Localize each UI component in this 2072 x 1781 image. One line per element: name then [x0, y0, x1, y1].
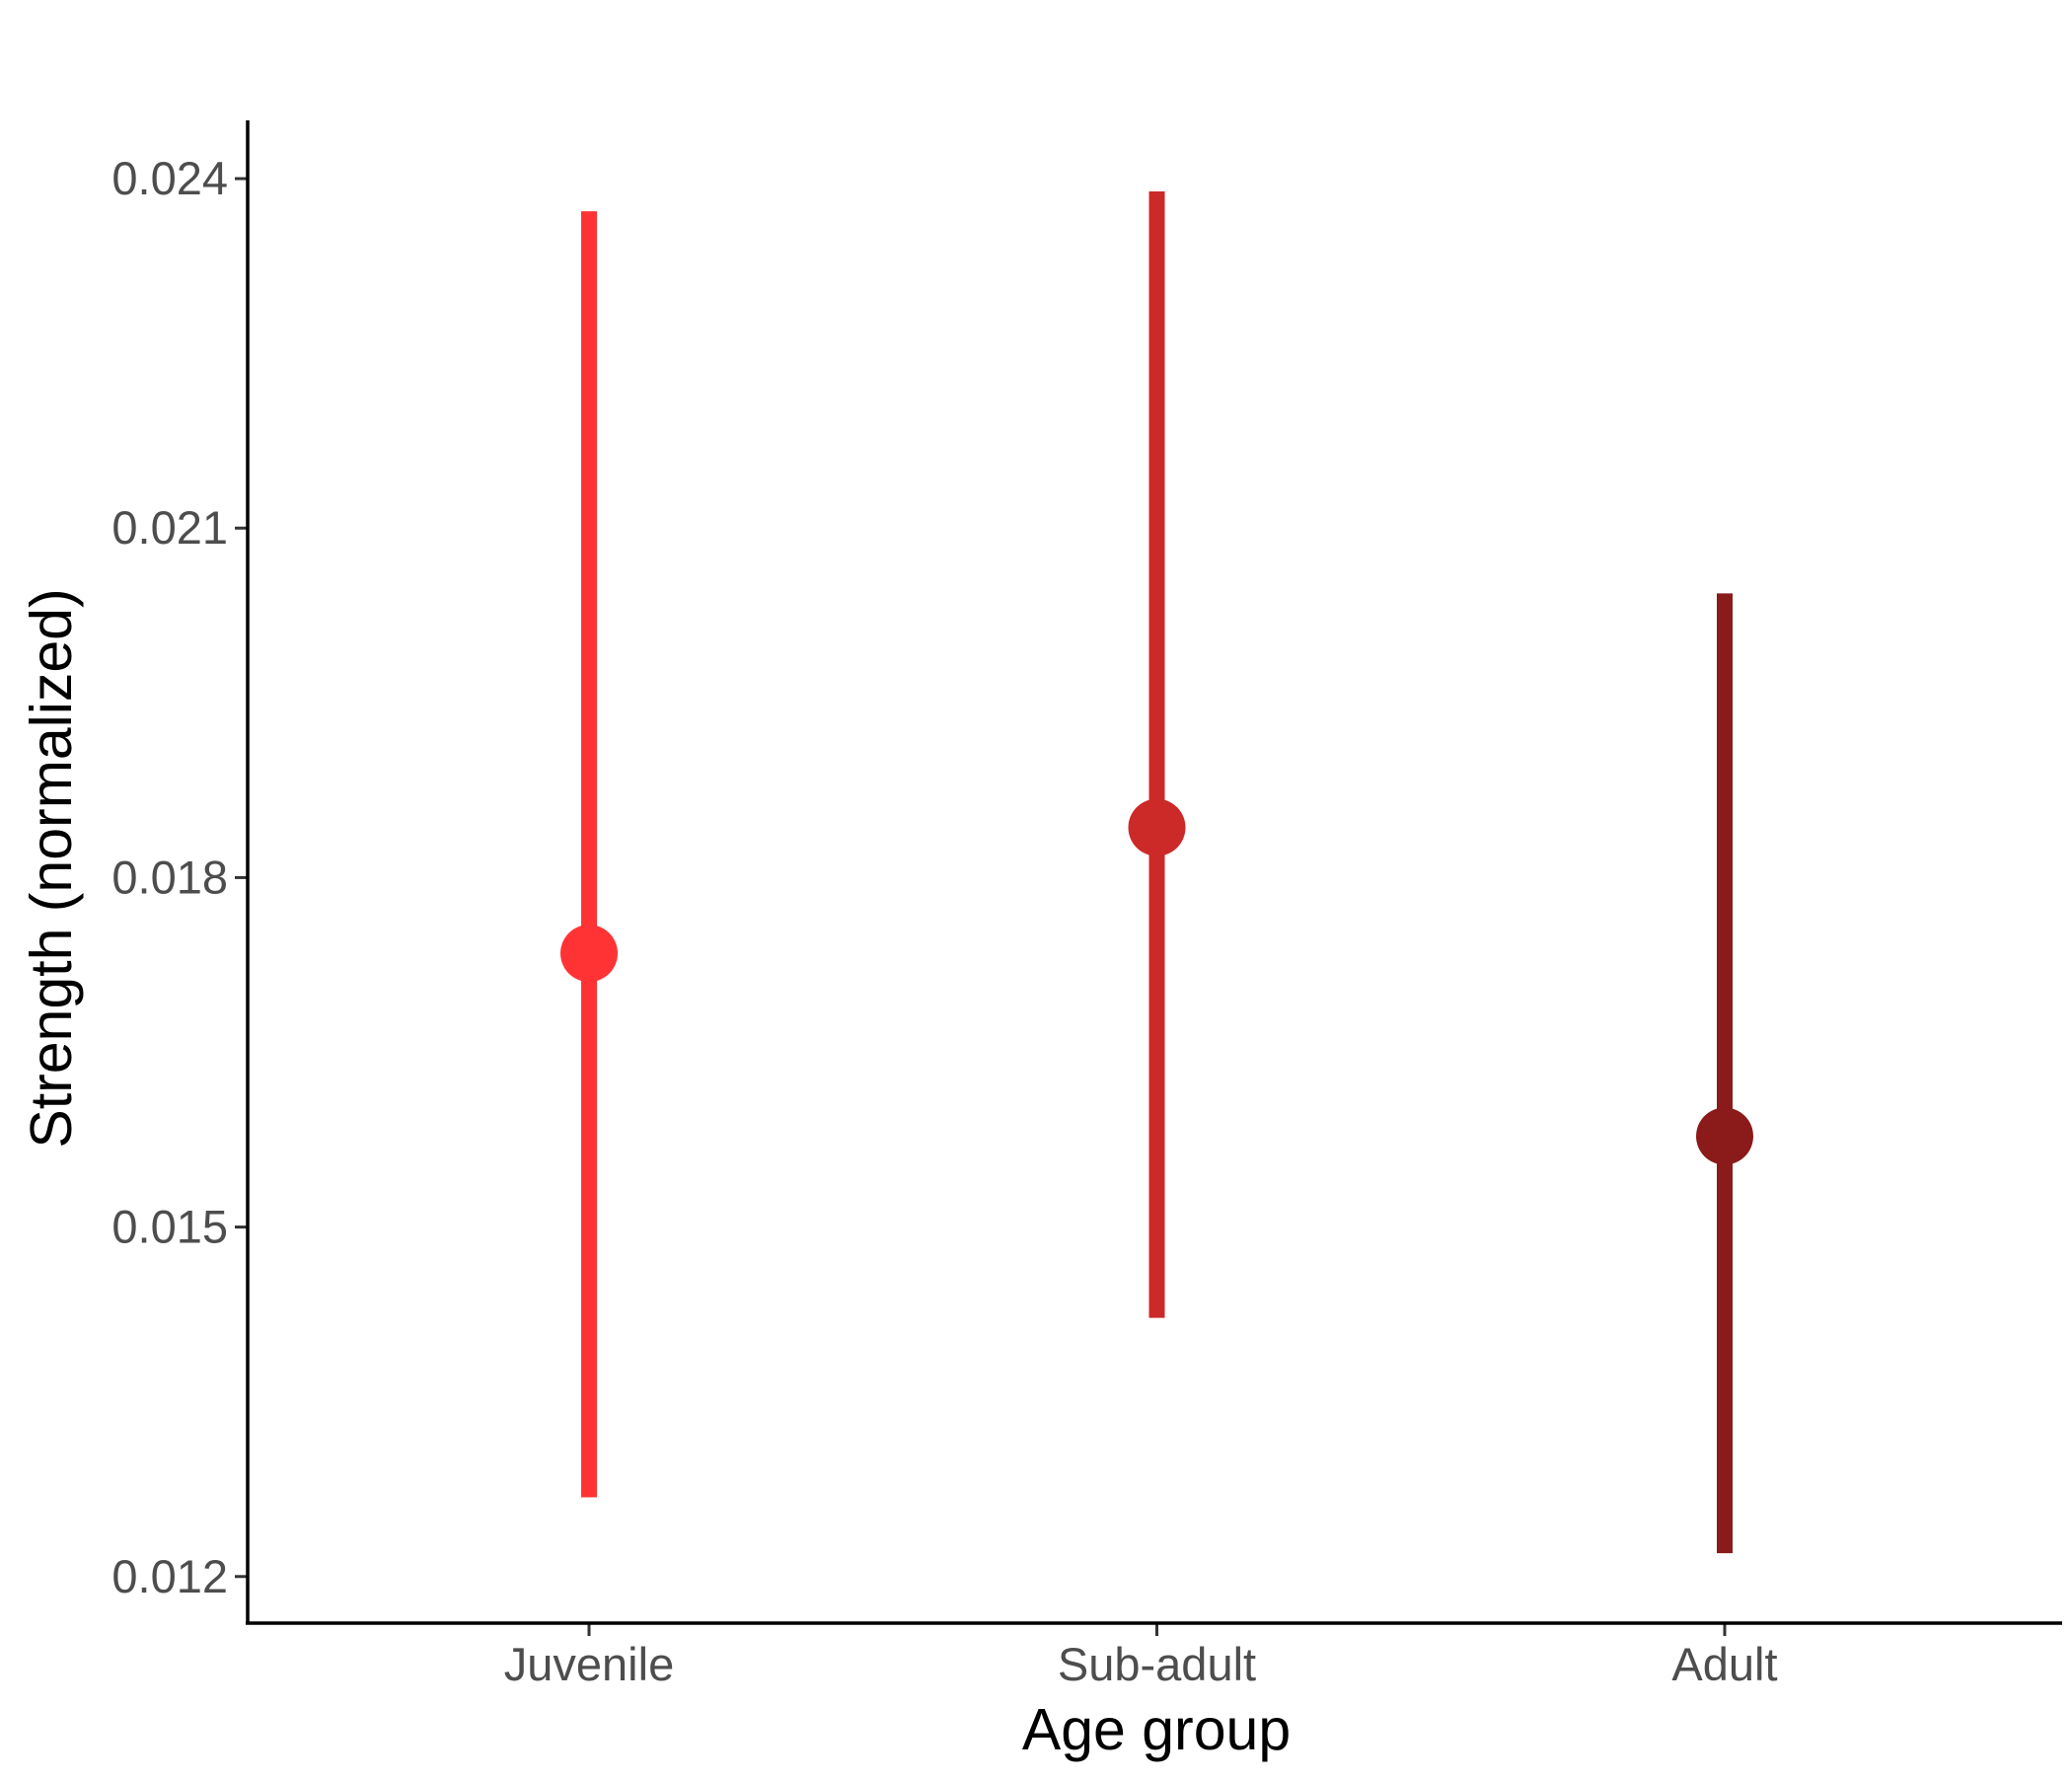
y-axis-title: Strength (normalized) — [19, 588, 84, 1148]
estimate-point — [1128, 798, 1186, 856]
data-series — [560, 191, 1753, 1554]
x-tick-label: Juvenile — [504, 1638, 674, 1690]
y-tick-label: 0.021 — [111, 501, 228, 554]
y-axis: 0.012 0.015 0.018 0.021 0.024 — [111, 152, 248, 1602]
y-tick-label: 0.012 — [111, 1550, 228, 1602]
estimate-point — [1696, 1107, 1753, 1165]
x-tick-label: Sub-adult — [1058, 1638, 1256, 1690]
y-tick-label: 0.024 — [111, 152, 228, 204]
x-axis-title: Age group — [1022, 1697, 1291, 1762]
y-tick-label: 0.015 — [111, 1201, 228, 1253]
x-tick-label: Adult — [1671, 1638, 1777, 1690]
estimate-point — [560, 925, 618, 983]
y-tick-label: 0.018 — [111, 851, 228, 903]
x-axis: Juvenile Sub-adult Adult — [504, 1623, 1778, 1690]
